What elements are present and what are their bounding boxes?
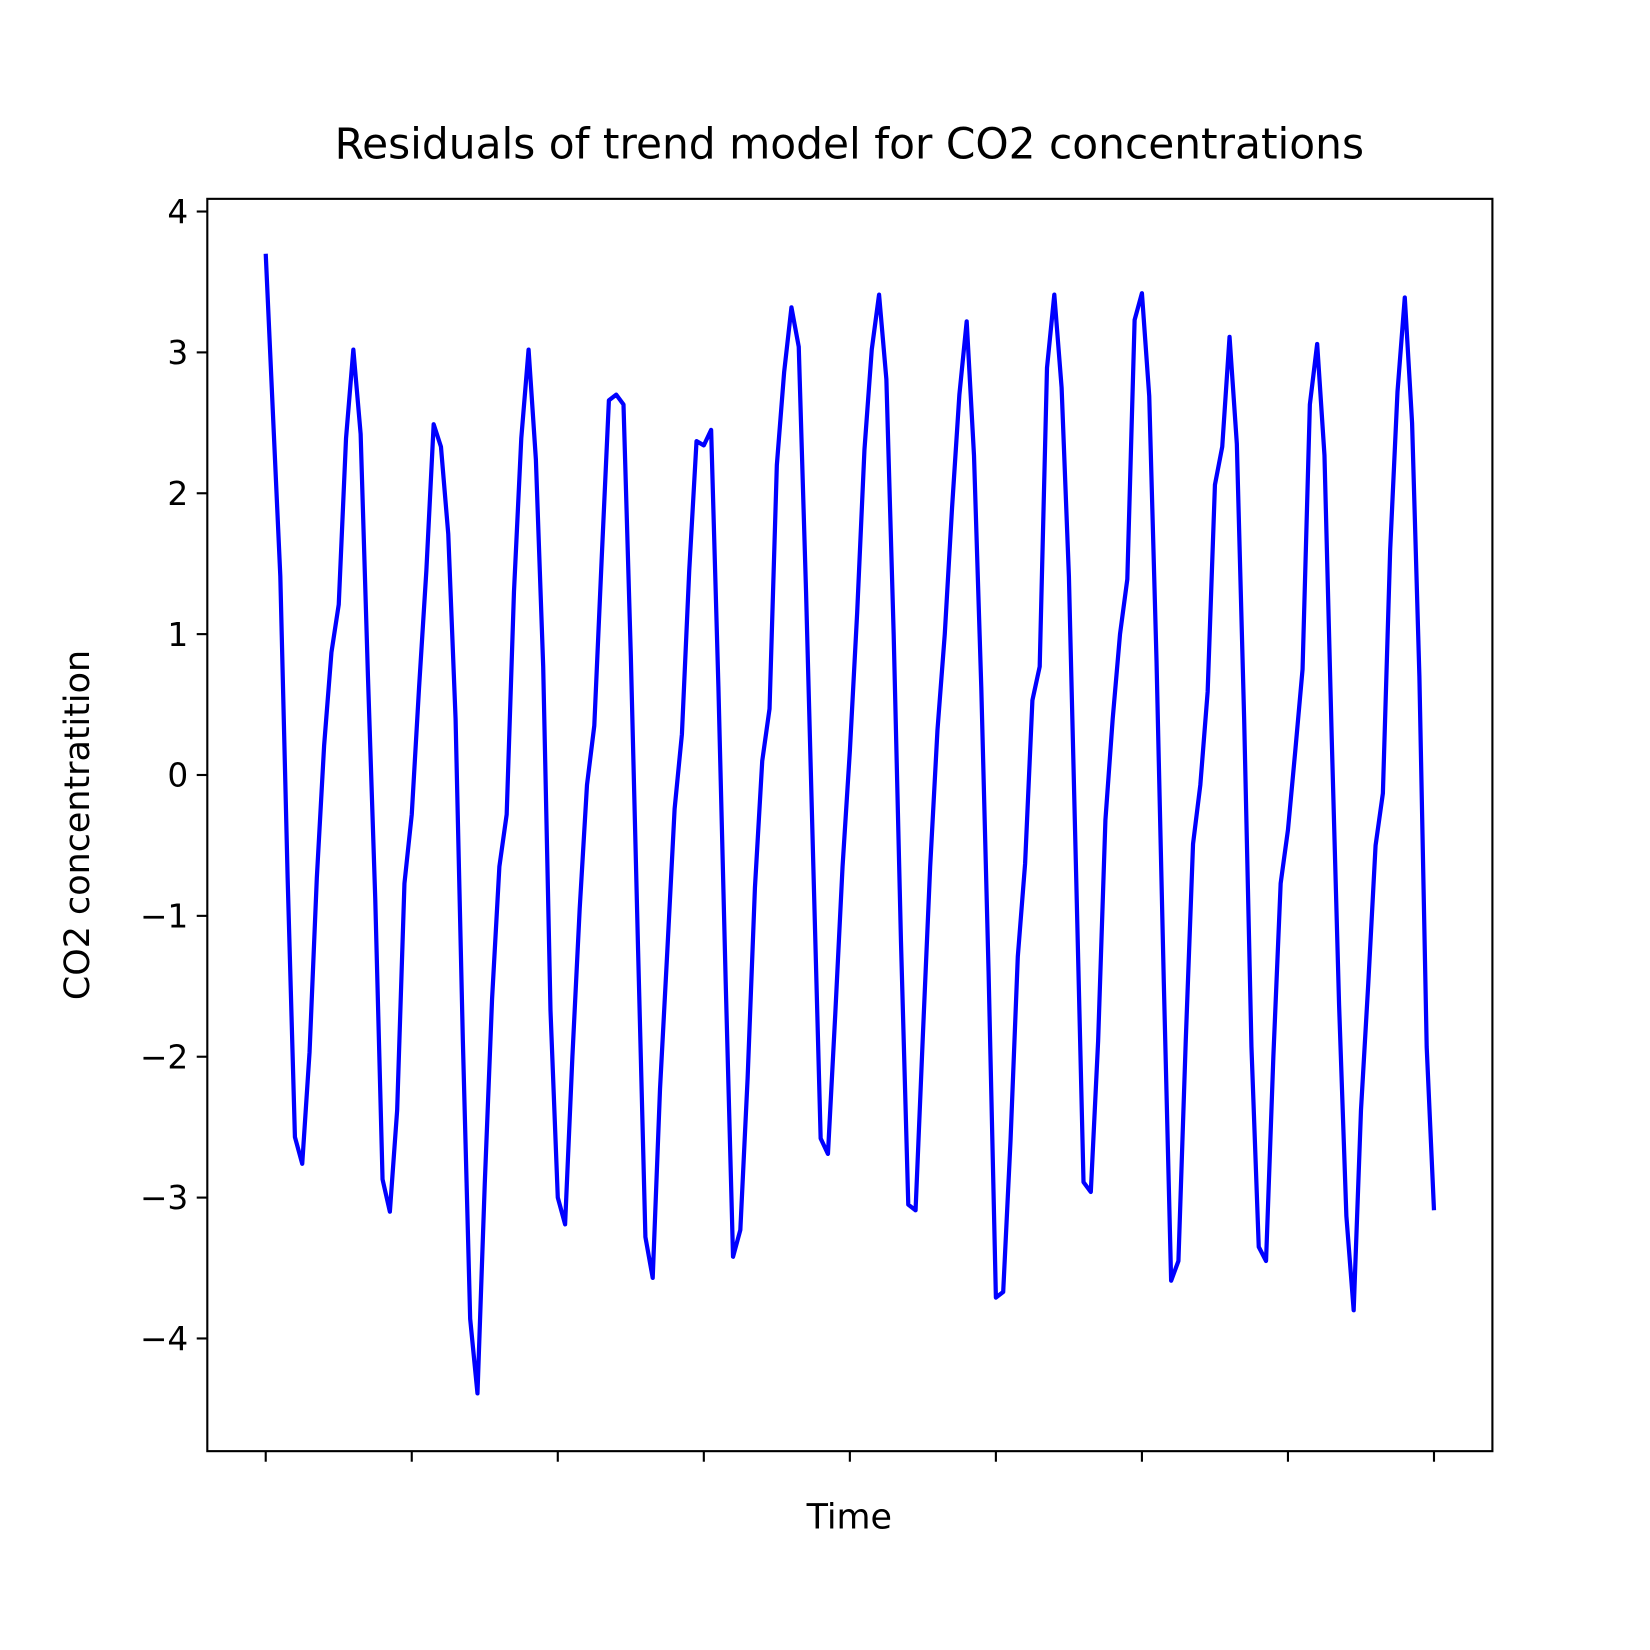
- data-line: [263, 253, 1437, 1396]
- y-tick-label: −1: [140, 897, 188, 935]
- y-tick-label: 1: [167, 616, 188, 654]
- y-tick-label: −4: [140, 1320, 188, 1358]
- plot-frame: [206, 197, 1494, 1453]
- y-axis-label: CO2 concentratition: [58, 650, 98, 1000]
- x-axis-label: Time: [806, 1497, 892, 1537]
- y-tick-label: 2: [167, 475, 188, 513]
- chart-title: Residuals of trend model for CO2 concent…: [335, 120, 1364, 169]
- y-tick-label: −3: [140, 1179, 188, 1217]
- y-tick-label: −2: [140, 1038, 188, 1076]
- y-tick-label: 0: [167, 757, 188, 795]
- y-tick-label: 4: [167, 193, 188, 231]
- y-tick-label: 3: [167, 334, 188, 372]
